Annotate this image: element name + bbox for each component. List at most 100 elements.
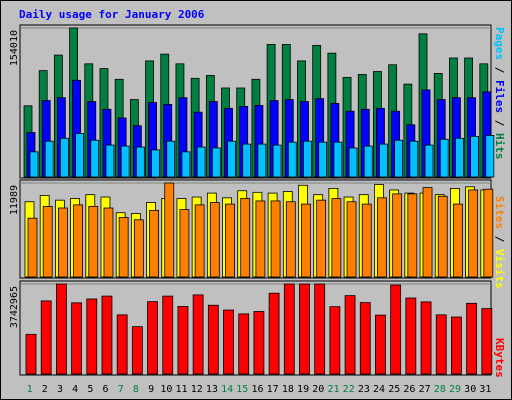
bar-sites-day-2 — [42, 206, 53, 278]
bar-kbytes-day-21 — [329, 306, 341, 375]
bar-kbytes-day-22 — [344, 295, 356, 375]
day-label-22: 22 — [343, 384, 355, 395]
legend-pages-files-hits-item-1: / — [493, 60, 506, 74]
bar-sites-day-1 — [27, 217, 38, 278]
day-label-12: 12 — [191, 384, 203, 395]
bar-kbytes-day-20 — [314, 283, 326, 375]
day-label-5: 5 — [87, 384, 93, 395]
bar-sites-day-25 — [392, 193, 403, 278]
bar-kbytes-day-11 — [177, 306, 189, 375]
bar-pages-day-30 — [470, 135, 480, 178]
bar-sites-day-23 — [361, 203, 372, 278]
bar-sites-day-5 — [88, 206, 99, 278]
bar-pages-day-12 — [196, 146, 206, 178]
day-label-13: 13 — [206, 384, 218, 395]
bar-pages-day-15 — [242, 143, 252, 178]
day-label-9: 9 — [148, 384, 154, 395]
day-label-18: 18 — [282, 384, 294, 395]
day-label-20: 20 — [312, 384, 324, 395]
legend-sites-visits-item-2: Visits — [493, 242, 506, 288]
bar-sites-day-26 — [407, 193, 418, 278]
bar-sites-day-9 — [149, 209, 159, 278]
panel-2-max-label: 11989 — [9, 185, 20, 215]
bar-kbytes-day-31 — [481, 308, 493, 375]
panel-1-max-label: 154010 — [9, 30, 20, 66]
day-label-21: 21 — [327, 384, 339, 395]
bar-sites-day-18 — [285, 201, 296, 278]
bar-sites-day-28 — [437, 195, 448, 278]
day-label-29: 29 — [449, 384, 461, 395]
bar-kbytes-day-2 — [40, 300, 52, 375]
panel-3-max-label: 3742965 — [9, 286, 20, 328]
bar-pages-day-25 — [394, 139, 404, 178]
bar-sites-day-22 — [346, 201, 357, 278]
legend-sites-visits: Sites / Visits — [493, 196, 506, 289]
day-label-23: 23 — [358, 384, 370, 395]
bar-kbytes-day-13 — [207, 304, 219, 375]
bar-kbytes-day-3 — [55, 283, 67, 375]
day-label-1: 1 — [27, 384, 33, 395]
bar-sites-day-16 — [255, 200, 266, 278]
bar-kbytes-day-1 — [25, 333, 37, 375]
bar-pages-day-22 — [348, 147, 358, 178]
bar-pages-day-29 — [455, 137, 464, 178]
bar-kbytes-day-12 — [192, 294, 204, 375]
legend-kbytes-item-0: KBytes — [493, 338, 506, 378]
day-label-2: 2 — [42, 384, 48, 395]
bar-kbytes-day-30 — [466, 302, 478, 375]
bar-pages-day-24 — [379, 143, 388, 178]
bar-kbytes-day-27 — [420, 301, 432, 375]
day-label-27: 27 — [419, 384, 431, 395]
bar-sites-day-17 — [270, 200, 281, 278]
bar-pages-day-8 — [135, 146, 145, 178]
bar-pages-day-2 — [44, 140, 54, 178]
bar-sites-day-13 — [209, 202, 220, 278]
legend-pages-files-hits-item-2: Files — [493, 73, 506, 113]
bar-kbytes-day-5 — [86, 298, 98, 375]
bar-sites-day-31 — [483, 188, 494, 278]
bar-sites-day-20 — [316, 199, 327, 278]
bar-pages-day-27 — [424, 144, 434, 178]
bar-kbytes-day-19 — [299, 283, 310, 375]
day-label-30: 30 — [464, 384, 476, 395]
bar-pages-day-20 — [318, 141, 328, 178]
bar-sites-day-10 — [164, 182, 175, 278]
bar-kbytes-day-10 — [162, 295, 174, 375]
legend-pages-files-hits-item-3: / — [493, 113, 506, 127]
bar-pages-day-26 — [409, 140, 419, 178]
bar-kbytes-day-17 — [268, 292, 280, 375]
day-label-14: 14 — [221, 384, 233, 395]
bar-sites-day-29 — [453, 203, 463, 278]
bar-pages-day-7 — [120, 145, 130, 178]
bar-sites-day-15 — [240, 198, 251, 278]
day-label-6: 6 — [103, 384, 109, 395]
bar-pages-day-16 — [257, 143, 267, 178]
bar-pages-day-10 — [166, 140, 176, 178]
bar-pages-day-18 — [287, 141, 297, 178]
day-label-25: 25 — [388, 384, 400, 395]
bar-sites-day-4 — [73, 204, 83, 278]
bar-sites-day-30 — [468, 189, 479, 278]
day-label-3: 3 — [57, 384, 63, 395]
bar-sites-day-12 — [194, 204, 205, 278]
bar-kbytes-day-4 — [71, 302, 82, 375]
bar-sites-day-11 — [179, 209, 190, 278]
bar-sites-day-14 — [225, 203, 235, 278]
bar-pages-day-21 — [333, 141, 343, 178]
bar-pages-day-1 — [29, 151, 39, 178]
bar-pages-day-31 — [485, 134, 495, 178]
day-label-7: 7 — [118, 384, 124, 395]
legend-pages-files-hits-item-4: Hits — [493, 126, 506, 159]
bar-kbytes-day-9 — [147, 301, 158, 375]
bar-pages-day-14 — [227, 140, 236, 178]
day-label-10: 10 — [160, 384, 172, 395]
bar-kbytes-day-28 — [435, 314, 447, 375]
bar-pages-day-11 — [181, 151, 191, 178]
bar-sites-day-7 — [118, 217, 129, 278]
bar-kbytes-day-23 — [359, 302, 371, 375]
bar-kbytes-day-8 — [131, 326, 143, 375]
legend-sites-visits-item-0: Sites — [493, 196, 506, 229]
day-label-31: 31 — [479, 384, 491, 395]
bar-kbytes-day-18 — [283, 283, 295, 375]
